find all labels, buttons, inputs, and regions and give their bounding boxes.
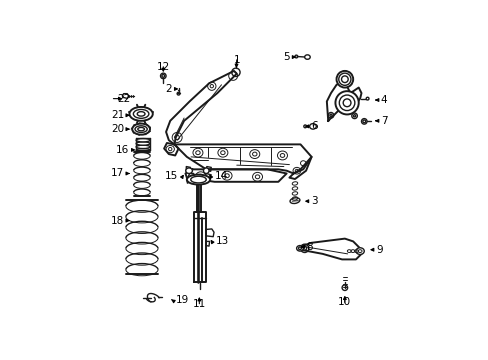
Ellipse shape [185,168,192,174]
Text: 15: 15 [165,171,178,181]
Polygon shape [289,157,311,179]
Text: 6: 6 [311,121,318,131]
Ellipse shape [160,73,166,79]
Polygon shape [205,229,214,237]
Text: 17: 17 [111,168,124,179]
Text: 21: 21 [111,110,124,120]
Text: 19: 19 [175,294,189,305]
Polygon shape [206,242,209,246]
Ellipse shape [304,55,309,59]
Ellipse shape [136,142,150,145]
Polygon shape [164,143,178,156]
Polygon shape [122,94,128,98]
Polygon shape [194,212,205,282]
Polygon shape [206,167,211,171]
Text: 3: 3 [311,196,318,206]
Ellipse shape [186,175,210,185]
Ellipse shape [336,71,352,87]
Text: 12: 12 [156,62,169,72]
Ellipse shape [355,248,364,255]
Ellipse shape [129,107,152,121]
Ellipse shape [136,149,150,152]
Ellipse shape [203,168,208,174]
Text: 9: 9 [376,245,383,255]
Text: 11: 11 [192,299,205,309]
Polygon shape [174,144,311,174]
Text: 2: 2 [164,84,171,94]
Text: 14: 14 [214,171,227,181]
Ellipse shape [309,123,316,129]
Text: 8: 8 [305,242,312,252]
Polygon shape [186,174,193,183]
Text: 5: 5 [282,52,289,62]
Text: 4: 4 [380,95,386,105]
Polygon shape [326,82,361,121]
Text: 22: 22 [117,94,130,104]
Text: 18: 18 [111,216,124,226]
Text: 7: 7 [380,116,386,126]
Ellipse shape [136,139,150,142]
Text: 1: 1 [233,55,240,65]
Ellipse shape [335,91,358,114]
Ellipse shape [132,123,150,135]
Polygon shape [185,169,286,182]
Ellipse shape [296,246,303,251]
Polygon shape [203,174,211,183]
Polygon shape [166,71,236,144]
Ellipse shape [136,145,150,149]
Text: 10: 10 [338,297,351,307]
Ellipse shape [361,118,366,124]
Polygon shape [186,167,190,171]
Polygon shape [299,239,361,260]
Text: 16: 16 [115,145,128,155]
Text: 20: 20 [111,124,124,134]
Text: 13: 13 [216,237,229,246]
Polygon shape [196,182,200,212]
